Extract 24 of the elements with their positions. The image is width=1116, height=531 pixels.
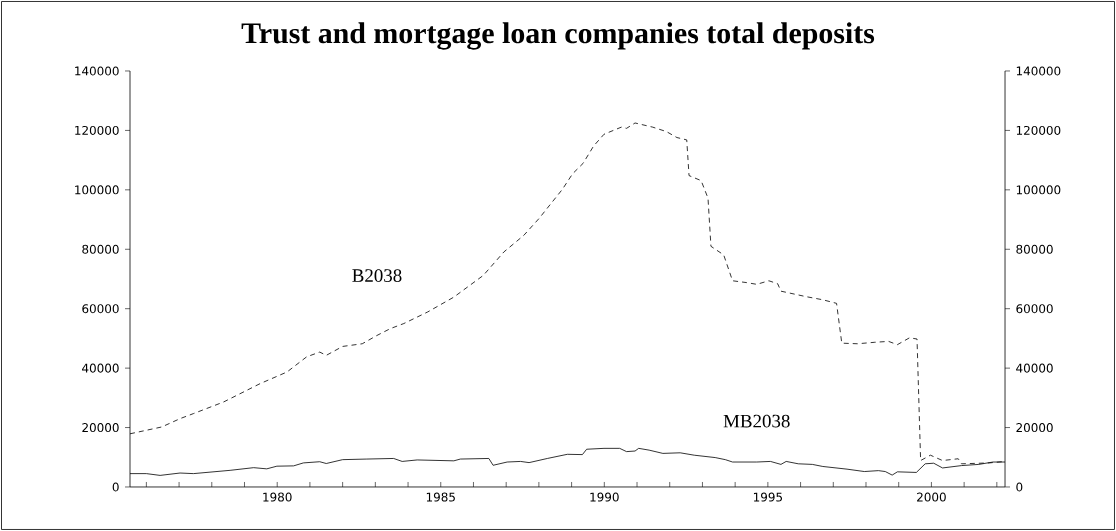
y2-tick-label: 140000 — [1016, 66, 1061, 76]
y2-tick-label: 100000 — [1016, 185, 1061, 195]
text: B2038 — [352, 269, 402, 282]
y2-tick-label: 120000 — [1016, 125, 1061, 135]
y-tick-label: 20000 — [82, 423, 119, 433]
y-tick-label: 40000 — [82, 363, 119, 373]
y-tick-label: 120000 — [75, 125, 119, 135]
y2-tick-label: 20000 — [1016, 423, 1053, 433]
x-tick-label: 2000 — [917, 492, 946, 502]
y2-tick-label: 0 — [1016, 482, 1023, 492]
y2-tick-label: 40000 — [1016, 363, 1053, 373]
x-tick-label: 1990 — [590, 492, 619, 502]
y2-tick-label: 60000 — [1016, 304, 1053, 314]
y-tick-label: 140000 — [75, 66, 119, 76]
y-tick-label: 100000 — [75, 185, 119, 195]
series-label: MB2038 — [723, 414, 790, 428]
y-tick-label: 0 — [112, 482, 119, 492]
y-tick-label: 80000 — [82, 244, 119, 254]
x-tick-label: 1980 — [263, 492, 292, 502]
x-tick-label: 1985 — [426, 492, 455, 502]
y-tick-label: 60000 — [82, 304, 119, 314]
y2-tick-label: 80000 — [1016, 244, 1053, 254]
x-tick-label: 1995 — [753, 492, 783, 502]
chart-title: Trust and mortgage loan companies total deposits — [241, 22, 875, 50]
